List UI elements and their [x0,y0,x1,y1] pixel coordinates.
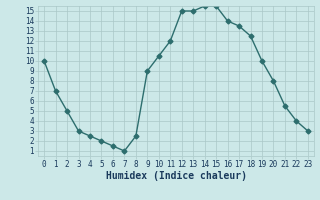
X-axis label: Humidex (Indice chaleur): Humidex (Indice chaleur) [106,171,246,181]
